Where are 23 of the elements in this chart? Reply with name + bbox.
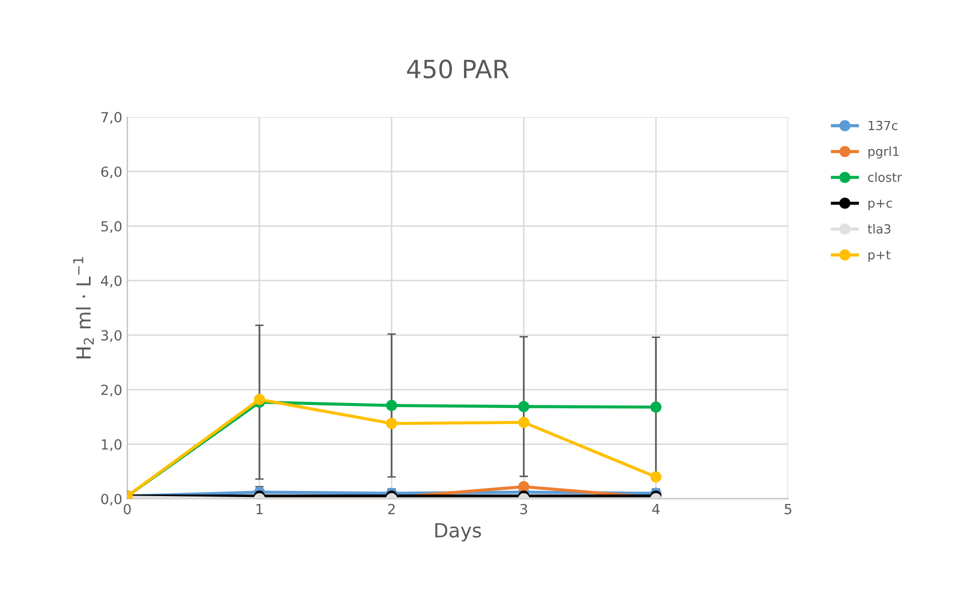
legend-label: 137c [868, 120, 898, 130]
y-tick-label: 2,0 [101, 384, 122, 397]
y-tick-label: 4,0 [101, 276, 122, 288]
x-tick-label: 1 [256, 504, 263, 514]
y-axis-title: H$_{2}$ ml · L$^{−1}$ [73, 257, 94, 358]
x-tick-label: 5 [784, 504, 792, 514]
y-tick-label: 3,0 [101, 330, 122, 342]
y-tick-label: 6,0 [101, 166, 122, 178]
y-tick-label: 1,0 [102, 439, 122, 452]
y-tick-label: 7,0 [101, 112, 122, 124]
x-tick-label: 2 [388, 504, 395, 514]
legend-label: clostr [868, 172, 902, 182]
y-tick-label: 0,0 [101, 494, 122, 506]
legend-label: pgrl1 [868, 146, 899, 159]
x-tick-label: 4 [652, 504, 660, 514]
y-tick-label: 5,0 [101, 221, 122, 233]
x-tick-label: 0 [124, 504, 131, 514]
legend-label: tla3 [868, 224, 890, 234]
legend-label: p+c [868, 200, 892, 210]
chart-title: 450 PAR [407, 60, 509, 78]
x-tick-label: 3 [520, 504, 528, 514]
x-axis-title: Days [435, 523, 481, 542]
legend-label: p+t [868, 250, 890, 262]
